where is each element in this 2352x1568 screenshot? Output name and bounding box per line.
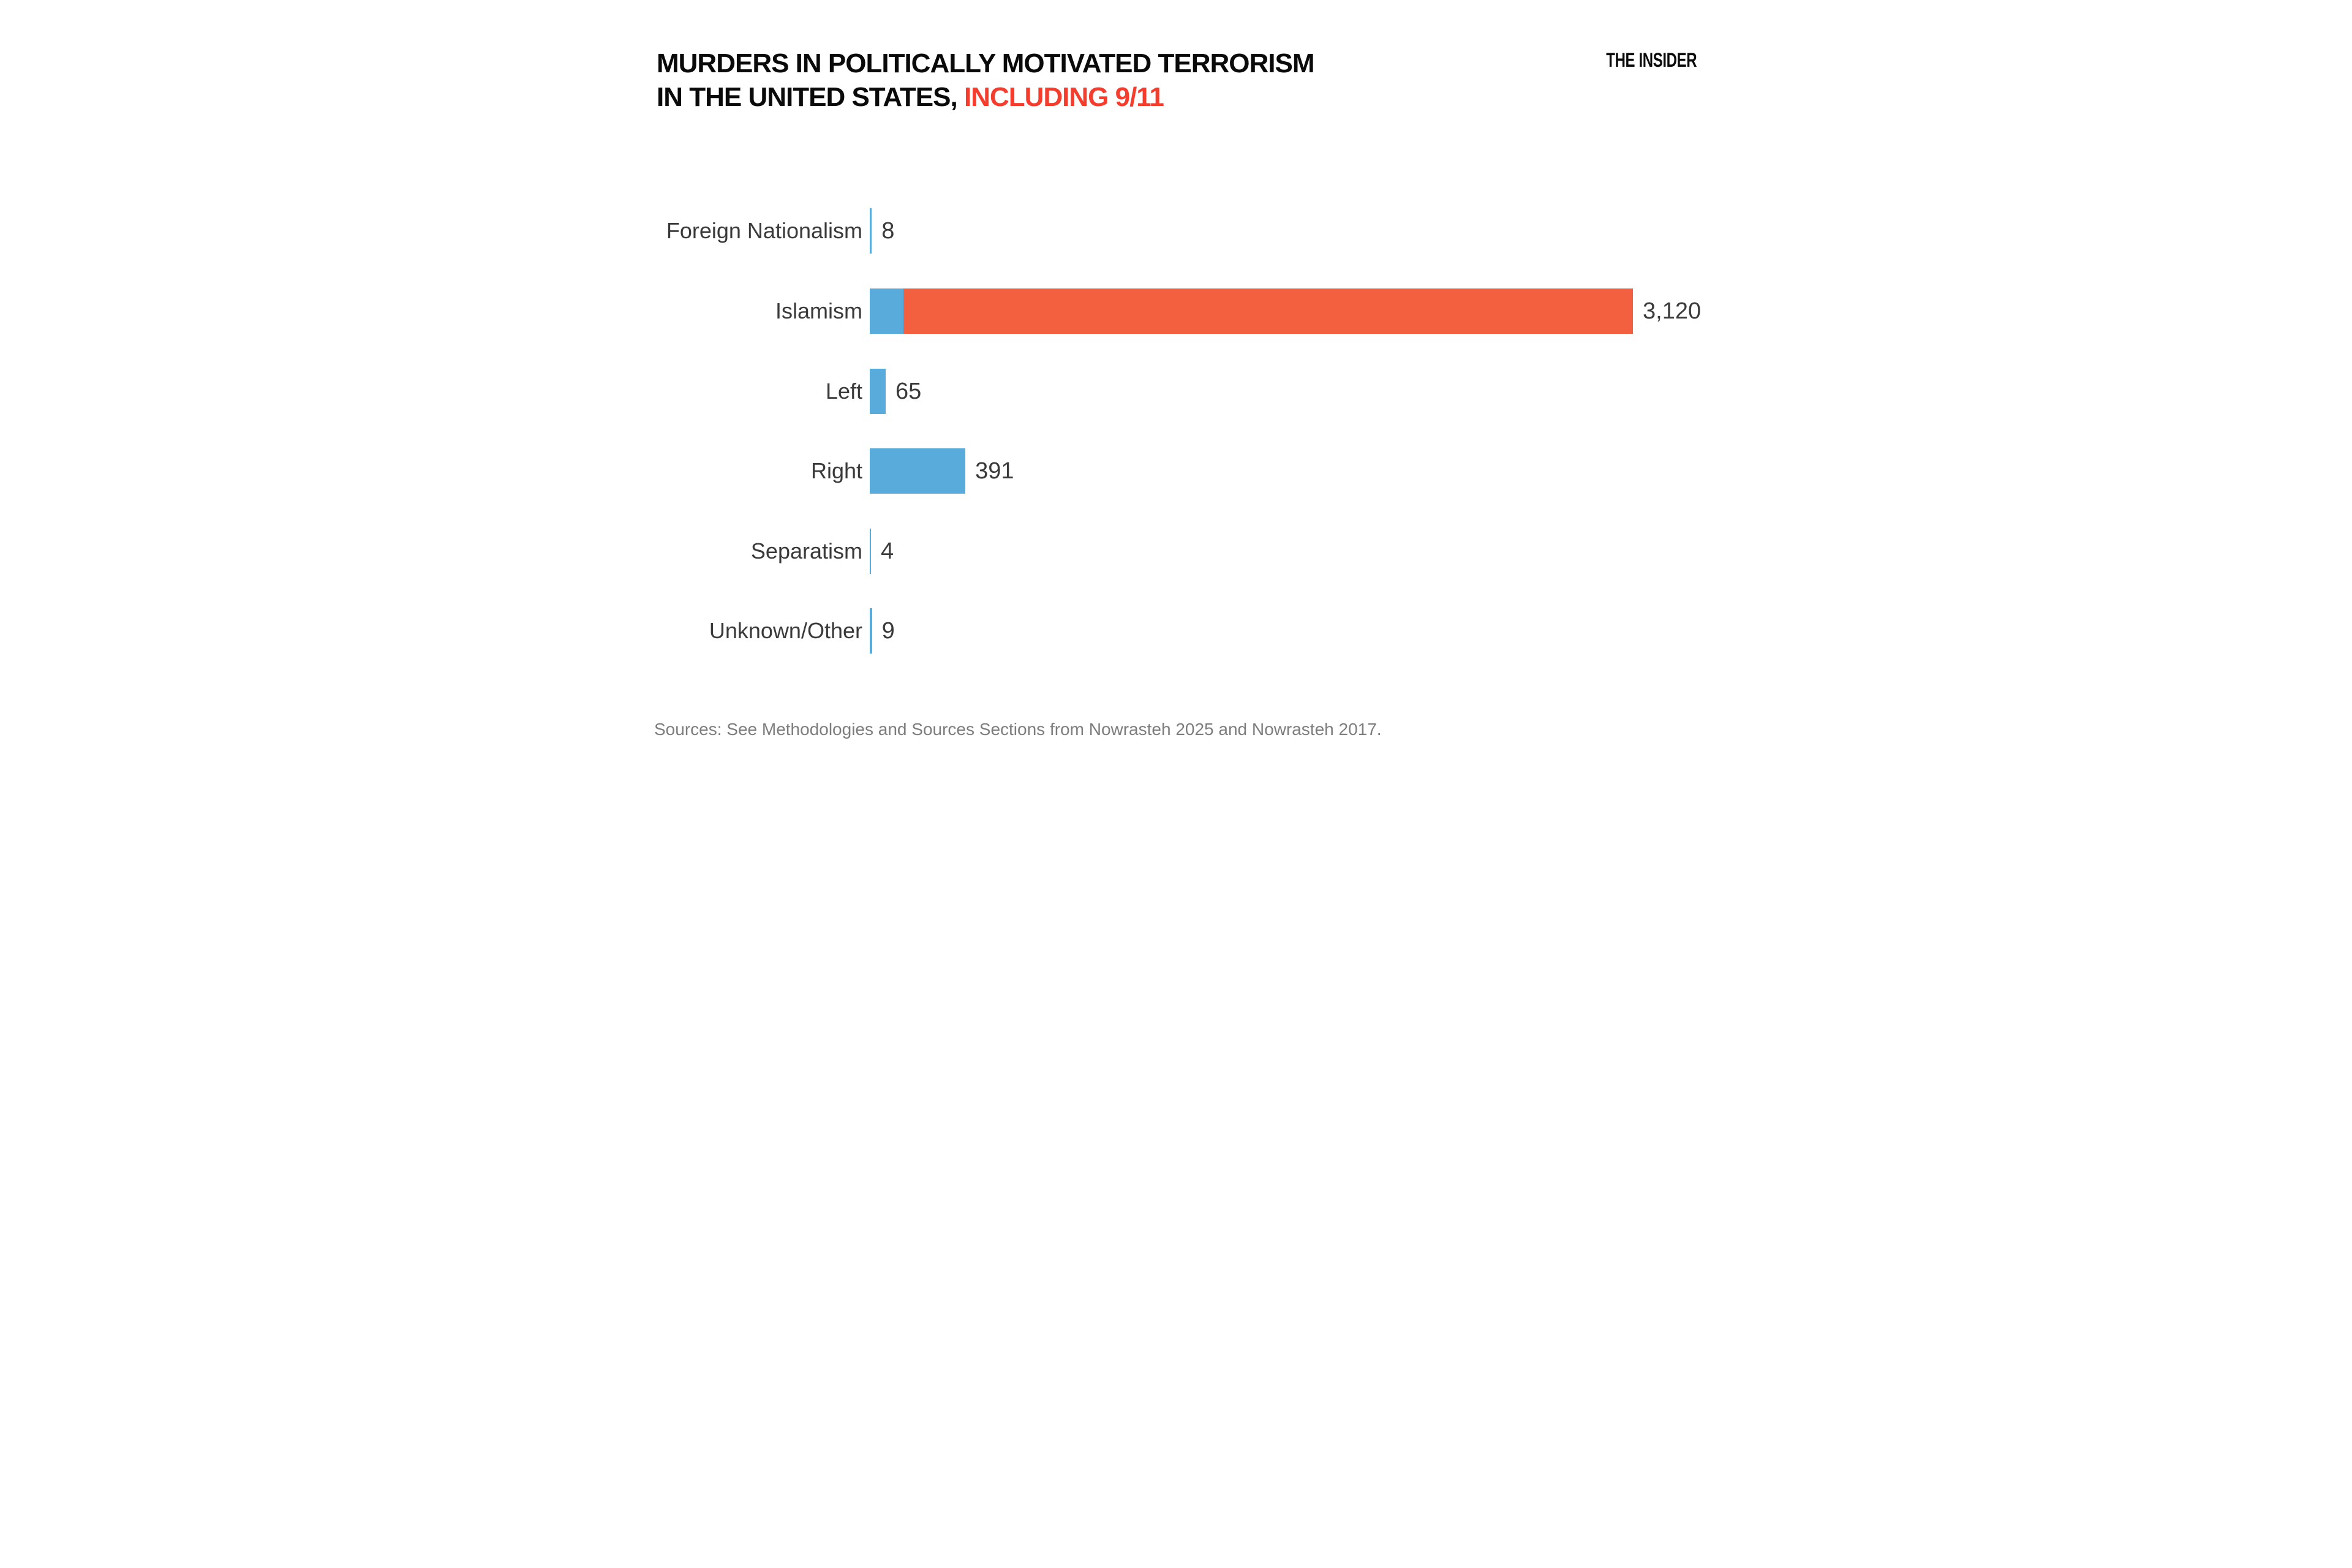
chart-row-unknown-other: Unknown/Other 9 xyxy=(588,608,1764,654)
value-label: 8 xyxy=(881,218,895,244)
category-label: Right xyxy=(810,458,862,483)
chart-row-islamism: Islamism 3,120 xyxy=(588,288,1764,334)
bar-segment-red xyxy=(903,288,1633,334)
bar-segment-blue xyxy=(870,288,903,334)
value-label: 4 xyxy=(881,538,894,564)
value-label: 9 xyxy=(881,618,895,644)
bar xyxy=(870,369,886,414)
category-label: Left xyxy=(825,379,862,404)
bar-segment-blue xyxy=(870,369,886,414)
bar-segment-blue xyxy=(870,208,872,254)
brand-logo: THE INSIDER xyxy=(1606,49,1697,71)
category-label: Separatism xyxy=(750,538,862,564)
bar xyxy=(870,208,872,254)
bar xyxy=(870,288,1633,334)
chart-title-line2: IN THE UNITED STATES, INCLUDING 9/11 xyxy=(657,80,1314,114)
chart-row-foreign-nationalism: Foreign Nationalism 8 xyxy=(588,208,1764,254)
bar-chart: Foreign Nationalism 8 Islamism 3,120 Lef… xyxy=(588,0,1764,784)
page-canvas: MURDERS IN POLITICALLY MOTIVATED TERRORI… xyxy=(588,0,1764,784)
chart-row-left: Left 65 xyxy=(588,369,1764,414)
value-label: 3,120 xyxy=(1643,298,1702,324)
chart-row-right: Right 391 xyxy=(588,448,1764,494)
chart-title-highlight: INCLUDING 9/11 xyxy=(963,82,1164,112)
value-label: 65 xyxy=(895,379,922,404)
bar xyxy=(870,608,872,654)
category-label: Unknown/Other xyxy=(709,618,862,643)
bar-segment-blue xyxy=(870,448,966,494)
chart-title: MURDERS IN POLITICALLY MOTIVATED TERRORI… xyxy=(657,47,1315,114)
bar xyxy=(870,448,966,494)
category-label: Islamism xyxy=(775,298,862,323)
chart-row-separatism: Separatism 4 xyxy=(588,529,1764,574)
source-note: Sources: See Methodologies and Sources S… xyxy=(654,720,1382,739)
value-label: 391 xyxy=(975,458,1014,484)
bar-segment-blue xyxy=(870,608,872,654)
chart-title-line2-black: IN THE UNITED STATES, xyxy=(657,82,964,112)
category-label: Foreign Nationalism xyxy=(666,218,862,243)
bar-segment-blue xyxy=(870,529,871,574)
bar xyxy=(870,529,871,574)
chart-title-line1: MURDERS IN POLITICALLY MOTIVATED TERRORI… xyxy=(657,48,1315,78)
